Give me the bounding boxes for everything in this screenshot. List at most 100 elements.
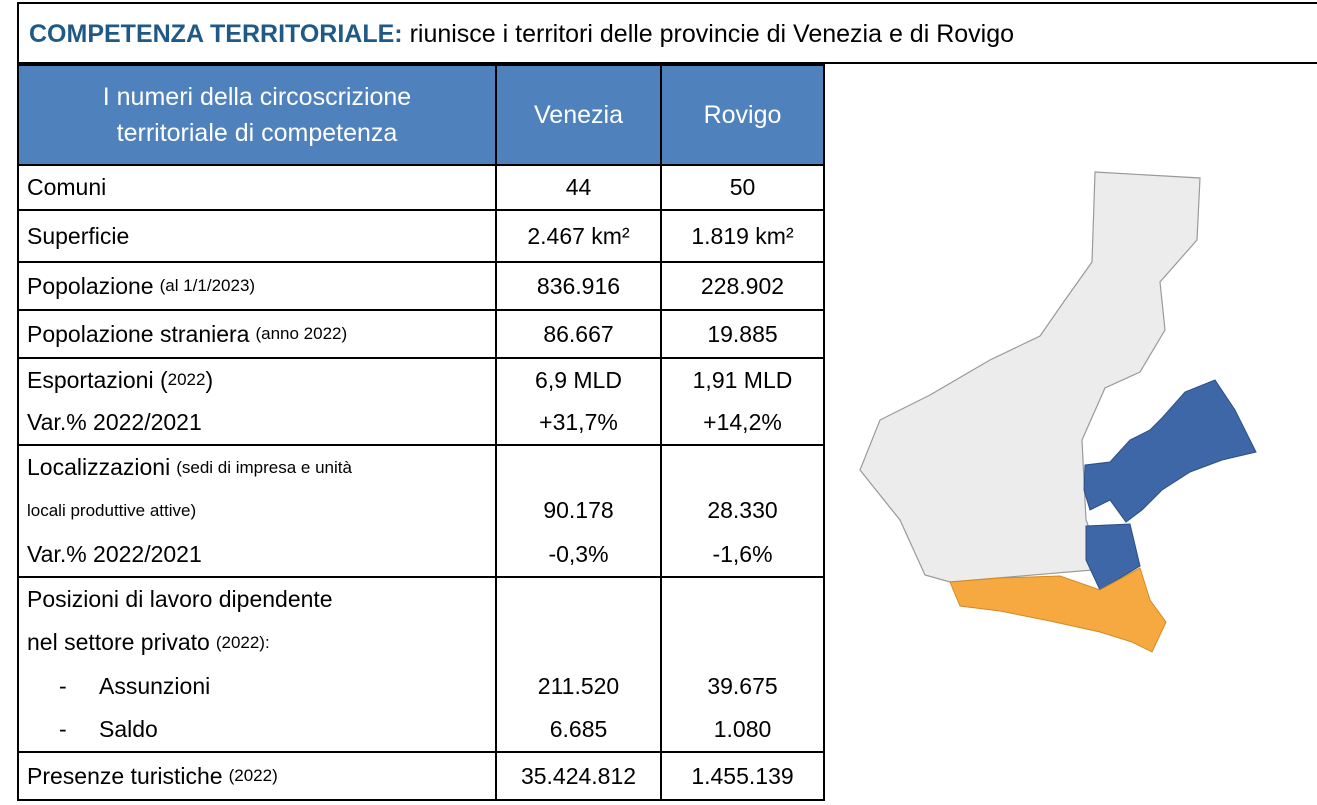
label: Comuni	[27, 174, 107, 200]
label: Posizioni di lavoro dipendente	[27, 586, 333, 613]
value: -1,6%	[712, 540, 773, 567]
value-line: 1.455.139	[662, 753, 823, 799]
label-line: locali produttive attive)	[19, 489, 495, 532]
table-row: Esportazioni (2022) Var.% 2022/2021 6,9 ML…	[17, 357, 825, 446]
value-line	[497, 621, 660, 664]
value-line: 90.178	[497, 489, 660, 532]
value: 19.885	[707, 320, 778, 347]
header-cell: Venezia	[495, 64, 662, 166]
value-cell: 836.916	[495, 261, 662, 311]
value-cell: 50	[660, 164, 825, 211]
value: 836.916	[536, 272, 621, 299]
value-line	[497, 578, 660, 621]
header-cell: I numeri della circoscrizione territorial…	[17, 64, 497, 166]
header-line: Venezia	[534, 101, 623, 129]
value-cell: 44	[495, 164, 662, 211]
value: 35.424.812	[520, 762, 637, 789]
value-cell: 90.178 -0,3%	[495, 444, 662, 578]
label-line: Var.% 2022/2021	[19, 402, 495, 445]
value-cell: 39.675 1.080	[660, 576, 825, 753]
value-cell: 1,91 MLD +14,2%	[660, 357, 825, 446]
value: 1.080	[713, 715, 772, 742]
label-line: Var.% 2022/2021	[19, 533, 495, 576]
table-row: Superficie 2.467 km² 1.819 km²	[17, 209, 825, 263]
label: Popolazione straniera	[27, 320, 250, 347]
value: +31,7%	[539, 409, 618, 436]
value-cell: 228.902	[660, 261, 825, 311]
value-cell: 1.455.139	[660, 751, 825, 801]
label: Presenze turistiche	[27, 762, 223, 789]
value-line	[662, 621, 823, 664]
value-cell: 28.330 -1,6%	[660, 444, 825, 578]
label-line: Posizioni di lavoro dipendente	[19, 578, 495, 621]
label-line: Esportazioni (2022)	[19, 359, 495, 402]
data-table: I numeri della circoscrizione territorial…	[17, 64, 825, 801]
label-cell: Localizzazioni (sedi di impresa e unità lo…	[17, 444, 497, 578]
value: 90.178	[543, 497, 614, 524]
label-cell: Superficie	[17, 209, 497, 263]
value-cell: 86.667	[495, 309, 662, 359]
label: Superficie	[27, 222, 130, 249]
label: Var.% 2022/2021	[27, 540, 202, 567]
label-line: - Assunzioni	[19, 665, 495, 708]
value-line: 44	[497, 166, 660, 209]
label-line: Localizzazioni (sedi di impresa e unità	[19, 446, 495, 489]
banner-text: COMPETENZA TERRITORIALE: riunisce i terr…	[29, 20, 1014, 49]
map	[859, 171, 1257, 653]
bullet: -	[59, 715, 67, 742]
value: 1.455.139	[691, 762, 794, 789]
label: Assunzioni	[99, 672, 211, 699]
value-line: 1.819 km²	[662, 211, 823, 261]
value-line: 39.675	[662, 665, 823, 708]
note: (al 1/1/2023)	[159, 276, 256, 295]
table-row: Posizioni di lavoro dipendente nel settor…	[17, 576, 825, 753]
label-line: Superficie	[19, 211, 495, 261]
value-line: 836.916	[497, 263, 660, 309]
value: 86.667	[543, 320, 614, 347]
value: 1,91 MLD	[692, 366, 793, 393]
label-line: Popolazione straniera (anno 2022)	[19, 311, 495, 357]
value-line: 1,91 MLD	[662, 359, 823, 402]
tail: )	[205, 366, 214, 393]
banner: COMPETENZA TERRITORIALE: riunisce i terr…	[17, 2, 1317, 64]
note: (2022)	[228, 766, 278, 785]
label: Popolazione	[27, 272, 154, 299]
label-line: nel settore privato (2022):	[19, 621, 495, 664]
value-line: +31,7%	[497, 402, 660, 445]
label: Var.% 2022/2021	[27, 409, 202, 436]
value-line: 86.667	[497, 311, 660, 357]
header-line: Rovigo	[703, 101, 782, 129]
value: 44	[565, 174, 592, 200]
note: locali produttive attive)	[27, 500, 197, 520]
value: 6,9 MLD	[535, 366, 622, 393]
value-line: 19.885	[662, 311, 823, 357]
value-line: 211.520	[497, 665, 660, 708]
label-cell: Popolazione straniera (anno 2022)	[17, 309, 497, 359]
value-cell: 19.885	[660, 309, 825, 359]
value-line	[662, 446, 823, 489]
label: Localizzazioni	[27, 454, 171, 481]
header-line: territoriale di competenza	[116, 119, 398, 147]
label: nel settore privato	[27, 629, 210, 656]
value-cell: 211.520 6.685	[495, 576, 662, 753]
value: 2.467 km²	[527, 222, 630, 249]
map-region	[859, 171, 1201, 583]
bullet: -	[59, 672, 67, 699]
map-venezia	[1083, 379, 1257, 523]
value-line: 28.330	[662, 489, 823, 532]
value-line: +14,2%	[662, 402, 823, 445]
value-line: 6,9 MLD	[497, 359, 660, 402]
value-line: -0,3%	[497, 533, 660, 576]
label-cell: Posizioni di lavoro dipendente nel settor…	[17, 576, 497, 753]
value-line	[662, 578, 823, 621]
value-cell: 2.467 km²	[495, 209, 662, 263]
value: 211.520	[537, 672, 620, 699]
value: -0,3%	[548, 540, 609, 567]
value-line: 35.424.812	[497, 753, 660, 799]
header-line: I numeri della circoscrizione	[102, 83, 412, 111]
label: Saldo	[99, 715, 158, 742]
table-row: Presenze turistiche (2022) 35.424.812 1.455…	[17, 751, 825, 801]
label-line: Popolazione (al 1/1/2023)	[19, 263, 495, 309]
value-cell: 6,9 MLD +31,7%	[495, 357, 662, 446]
